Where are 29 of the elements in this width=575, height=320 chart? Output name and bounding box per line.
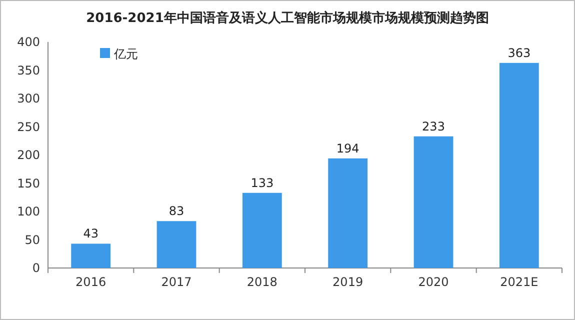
x-tick-label: 2018 bbox=[246, 275, 278, 289]
data-label: 233 bbox=[422, 119, 445, 134]
bar bbox=[71, 244, 111, 268]
legend-label: 亿元 bbox=[113, 47, 138, 61]
data-label: 363 bbox=[508, 46, 531, 60]
data-label: 43 bbox=[83, 226, 98, 241]
x-tick-label: 2016 bbox=[76, 275, 106, 289]
y-tick-label: 150 bbox=[17, 176, 40, 190]
y-tick-label: 350 bbox=[17, 63, 40, 78]
y-tick-label: 400 bbox=[17, 35, 40, 49]
y-tick-label: 0 bbox=[32, 261, 40, 275]
bar bbox=[499, 62, 539, 268]
bar bbox=[414, 136, 454, 268]
bar bbox=[242, 192, 282, 268]
y-tick-label: 200 bbox=[17, 148, 40, 162]
x-tick-label: 2017 bbox=[161, 275, 192, 289]
chart-title: 2016-2021年中国语音及语义人工智能市场规模市场规模预测趋势图 bbox=[86, 10, 489, 26]
data-label: 83 bbox=[168, 204, 184, 218]
data-label: 133 bbox=[250, 176, 274, 190]
bar bbox=[328, 158, 368, 268]
y-tick-label: 300 bbox=[17, 92, 40, 106]
y-tick-label: 50 bbox=[24, 232, 40, 247]
data-label: 194 bbox=[336, 141, 360, 156]
bar bbox=[156, 221, 196, 268]
x-tick-label: 2019 bbox=[332, 275, 364, 289]
x-tick-label: 2021E bbox=[500, 275, 538, 289]
x-tick-label: 2020 bbox=[418, 275, 449, 289]
y-tick-label: 100 bbox=[17, 204, 40, 218]
y-tick-label: 250 bbox=[17, 120, 40, 134]
